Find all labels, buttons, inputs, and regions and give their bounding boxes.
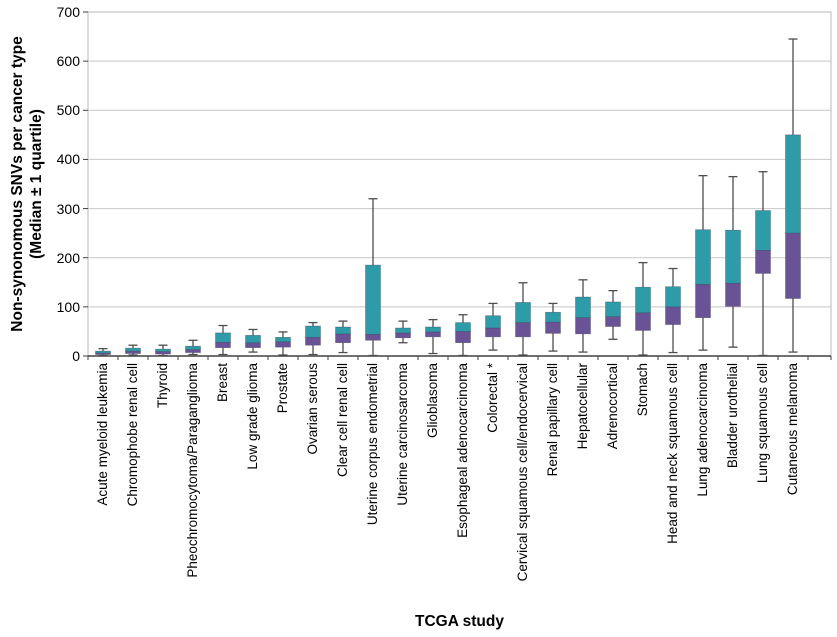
- box-lower-quartile-14: [515, 322, 531, 338]
- x-category-label-16: Hepatocellular: [575, 363, 590, 450]
- box-upper-quartile-19: [665, 286, 681, 308]
- x-category-label-10: Uterine carcinosarcoma: [395, 363, 410, 506]
- x-category-label-9: Uterine corpus endometrial: [365, 363, 380, 526]
- y-tick-label-0: 0: [72, 348, 80, 364]
- x-category-label-14: Cervical squamous cell/endocervical: [515, 363, 530, 582]
- y-tick-label-400: 400: [56, 151, 80, 168]
- x-category-label-12: Esophageal adenocarcinoma: [455, 363, 470, 538]
- box-lower-quartile-7: [305, 337, 321, 346]
- box-lower-quartile-1: [125, 350, 141, 354]
- box-upper-quartile-17: [605, 301, 621, 317]
- x-category-label-23: Cutaneous melanoma: [785, 363, 800, 496]
- x-category-label-18: Stomach: [635, 363, 650, 417]
- x-category-label-7: Ovarian serous: [305, 363, 320, 455]
- box-upper-quartile-14: [515, 302, 531, 323]
- box-upper-quartile-0: [95, 350, 111, 354]
- box-upper-quartile-15: [545, 311, 561, 323]
- box-lower-quartile-23: [785, 232, 801, 299]
- x-category-label-20: Lung adenocarcinoma: [695, 363, 710, 497]
- box-lower-quartile-17: [605, 316, 621, 327]
- box-upper-quartile-21: [725, 229, 741, 284]
- x-category-label-8: Clear cell renal cell: [335, 363, 350, 478]
- box-lower-quartile-6: [275, 341, 291, 348]
- x-category-label-13: Colorectal *: [485, 363, 500, 433]
- y-tick-label-100: 100: [56, 298, 80, 315]
- plot-frame: [87, 11, 832, 357]
- x-category-label-0: Acute myeloid leukemia: [95, 363, 110, 506]
- box-upper-quartile-1: [125, 347, 141, 352]
- x-category-label-2: Thyroid: [155, 363, 170, 409]
- box-upper-quartile-12: [455, 322, 471, 332]
- box-lower-quartile-2: [155, 351, 171, 355]
- box-upper-quartile-7: [305, 325, 321, 338]
- x-category-label-21: Bladder urothelial: [725, 363, 740, 469]
- box-lower-quartile-18: [635, 312, 651, 331]
- box-upper-quartile-8: [335, 326, 351, 335]
- box-upper-quartile-23: [785, 134, 801, 234]
- box-upper-quartile-13: [485, 315, 501, 329]
- y-tick-label-600: 600: [56, 53, 80, 70]
- box-upper-quartile-11: [425, 326, 441, 333]
- box-upper-quartile-9: [365, 264, 381, 335]
- x-category-label-5: Low grade glioma: [245, 363, 260, 470]
- x-category-label-19: Head and neck squamous cell: [665, 363, 680, 544]
- box-upper-quartile-20: [695, 229, 711, 285]
- box-lower-quartile-8: [335, 333, 351, 344]
- box-lower-quartile-20: [695, 283, 711, 318]
- box-lower-quartile-16: [575, 317, 591, 335]
- x-category-label-4: Breast: [215, 363, 230, 403]
- y-tick-label-300: 300: [56, 200, 80, 217]
- box-lower-quartile-10: [395, 332, 411, 339]
- x-category-label-11: Glioblasoma: [425, 363, 440, 439]
- box-upper-quartile-16: [575, 296, 591, 318]
- box-upper-quartile-10: [395, 327, 411, 334]
- box-lower-quartile-9: [365, 334, 381, 341]
- box-lower-quartile-15: [545, 321, 561, 334]
- x-category-label-17: Adrenocortical: [605, 363, 620, 450]
- x-category-label-15: Renal papillary cell: [545, 363, 560, 477]
- box-lower-quartile-13: [485, 327, 501, 338]
- box-upper-quartile-6: [275, 337, 291, 343]
- box-lower-quartile-11: [425, 331, 441, 338]
- x-axis-title: TCGA study: [415, 613, 504, 630]
- box-upper-quartile-18: [635, 286, 651, 314]
- box-lower-quartile-19: [665, 306, 681, 325]
- box-upper-quartile-5: [245, 335, 261, 344]
- box-lower-quartile-4: [215, 341, 231, 348]
- x-category-label-6: Prostate: [275, 363, 290, 414]
- y-tick-label-700: 700: [56, 4, 80, 20]
- box-upper-quartile-4: [215, 332, 231, 343]
- box-lower-quartile-3: [185, 349, 201, 353]
- x-category-label-1: Chromophobe renal cell: [125, 363, 140, 507]
- y-tick-label-500: 500: [56, 102, 80, 119]
- y-axis-title-line1: Non-synonomous SNVs per cancer type: [9, 36, 26, 332]
- y-tick-label-200: 200: [56, 249, 80, 266]
- box-lower-quartile-21: [725, 282, 741, 307]
- box-lower-quartile-12: [455, 331, 471, 344]
- x-category-label-3: Pheochromocytoma/Paraganglioma: [185, 363, 200, 578]
- box-upper-quartile-2: [155, 348, 171, 352]
- box-lower-quartile-5: [245, 342, 261, 348]
- x-category-label-22: Lung squamous cell: [755, 363, 770, 484]
- box-upper-quartile-22: [755, 210, 771, 251]
- box-lower-quartile-22: [755, 250, 771, 274]
- box-upper-quartile-3: [185, 345, 201, 350]
